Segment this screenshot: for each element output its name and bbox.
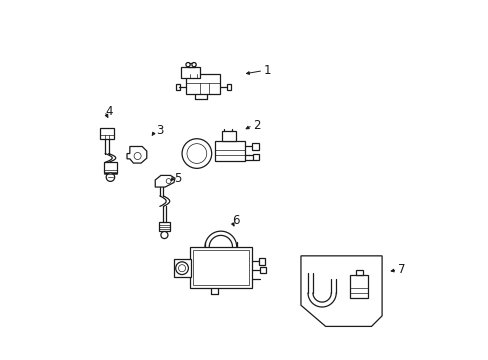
Circle shape bbox=[178, 265, 185, 272]
Bar bbox=[159, 222, 169, 231]
Circle shape bbox=[175, 262, 188, 275]
Bar bbox=[188, 63, 195, 67]
Bar bbox=[260, 267, 265, 274]
Text: 6: 6 bbox=[231, 214, 239, 227]
Circle shape bbox=[106, 173, 114, 181]
Bar bbox=[189, 247, 251, 288]
Circle shape bbox=[182, 139, 211, 168]
Bar bbox=[192, 249, 248, 285]
Bar bbox=[104, 162, 117, 173]
Text: 7: 7 bbox=[397, 264, 405, 276]
Circle shape bbox=[186, 144, 206, 163]
Bar bbox=[258, 258, 264, 265]
Bar bbox=[355, 270, 362, 275]
Circle shape bbox=[166, 179, 171, 184]
Polygon shape bbox=[127, 147, 146, 163]
Text: 3: 3 bbox=[156, 124, 163, 137]
Bar bbox=[221, 131, 235, 141]
Bar bbox=[226, 84, 231, 90]
Bar bbox=[214, 141, 244, 161]
Bar bbox=[100, 128, 114, 139]
Text: 5: 5 bbox=[173, 172, 181, 185]
Polygon shape bbox=[155, 175, 175, 187]
Bar bbox=[251, 143, 258, 150]
Text: 4: 4 bbox=[105, 105, 112, 118]
Polygon shape bbox=[300, 256, 381, 327]
Circle shape bbox=[161, 231, 167, 239]
Bar bbox=[174, 259, 190, 277]
Circle shape bbox=[134, 153, 141, 159]
Circle shape bbox=[192, 63, 196, 67]
Text: 1: 1 bbox=[263, 64, 271, 77]
Bar bbox=[175, 84, 180, 90]
Bar bbox=[349, 275, 367, 298]
Circle shape bbox=[185, 63, 190, 67]
Text: 2: 2 bbox=[253, 119, 260, 132]
Bar bbox=[186, 74, 219, 94]
Bar bbox=[252, 154, 259, 160]
Bar bbox=[181, 67, 200, 78]
